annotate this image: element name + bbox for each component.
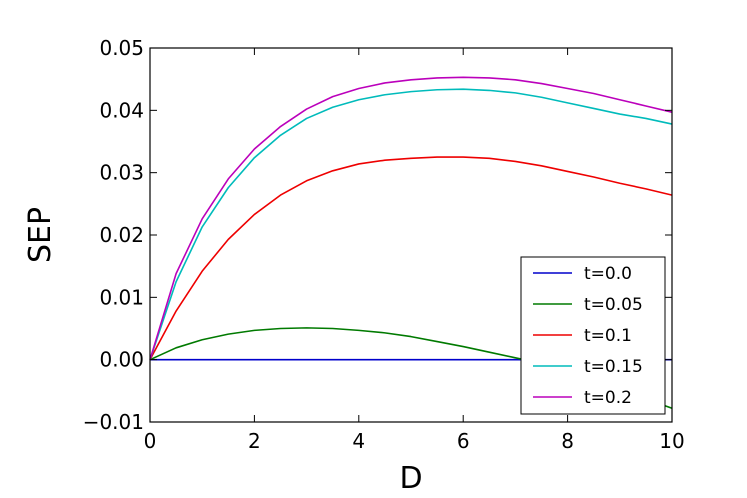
legend: t=0.0 t=0.05 t=0.1 t=0.15 t=0.2 bbox=[520, 256, 666, 415]
x-tick-label: 6 bbox=[457, 429, 470, 453]
series-line-4 bbox=[149, 76, 673, 360]
legend-label-0: t=0.0 bbox=[584, 264, 632, 284]
legend-label-4: t=0.2 bbox=[584, 388, 632, 408]
x-tick-label: 0 bbox=[144, 429, 157, 453]
ticks-layer: 0 2 4 6 8 10 −0.01 0.00 0.01 0.02 0.03 0.04 0.05 bbox=[83, 36, 685, 453]
x-tick-label: 4 bbox=[352, 429, 365, 453]
y-tick-label: 0.03 bbox=[99, 161, 144, 185]
y-tick-label: 0.04 bbox=[99, 98, 144, 122]
x-tick-label: 10 bbox=[659, 429, 684, 453]
y-tick-label: −0.01 bbox=[83, 410, 144, 434]
y-tick-label: 0.00 bbox=[99, 348, 144, 372]
legend-label-1: t=0.05 bbox=[584, 295, 643, 315]
y-tick-label: 0.02 bbox=[99, 223, 144, 247]
y-tick-label: 0.05 bbox=[99, 36, 144, 60]
x-tick-label: 8 bbox=[561, 429, 574, 453]
y-tick-label: 0.01 bbox=[99, 285, 144, 309]
legend-label-3: t=0.15 bbox=[584, 357, 643, 377]
series-line-3 bbox=[149, 88, 673, 360]
series-line-2 bbox=[149, 156, 673, 361]
y-axis-label: SEP bbox=[23, 207, 58, 263]
x-axis-label: D bbox=[399, 461, 422, 496]
x-tick-label: 2 bbox=[248, 429, 261, 453]
series-layer bbox=[149, 76, 673, 410]
legend-label-2: t=0.1 bbox=[584, 326, 632, 346]
